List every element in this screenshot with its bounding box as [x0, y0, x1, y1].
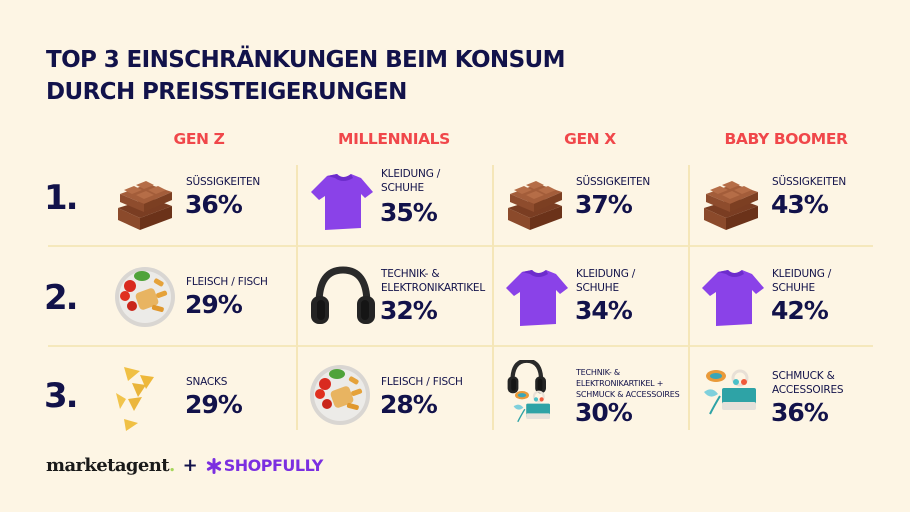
category-label: TECHNIK- & ELEKTRONIKARTIKEL — [381, 268, 486, 294]
cell-millennials-rank-2: TECHNIK- & ELEKTRONIKARTIKEL 32% — [305, 262, 495, 352]
percentage-value: 36% — [185, 190, 243, 219]
tshirt-icon — [506, 270, 568, 326]
nachos-icon — [116, 367, 154, 431]
cell-gen-x-rank-1: SÜßIGKEITEN 37% — [500, 166, 690, 256]
title-line-1: TOP 3 EINSCHRÄNKUNGEN BEIM KONSUM — [46, 47, 566, 73]
percentage-value: 29% — [185, 290, 243, 319]
column-header-millennials: MILLENNIALS — [338, 130, 450, 148]
column-header-gen-x: GEN X — [564, 130, 616, 148]
percentage-value: 28% — [380, 390, 438, 419]
category-label: KLEIDUNG / SCHUHE — [381, 168, 441, 194]
category-label: KLEIDUNG / SCHUHE — [772, 268, 832, 294]
marketagent-text: marketagent — [46, 455, 170, 476]
plus-sign: + — [182, 455, 198, 476]
row-divider-2 — [48, 345, 873, 347]
shopfully-logo: SHOPFULLY — [206, 456, 323, 475]
plate-icon — [115, 267, 175, 327]
cell-gen-z-rank-1: SÜßIGKEITEN 36% — [110, 166, 300, 256]
cell-baby-boomer-rank-1: SÜßIGKEITEN 43% — [696, 166, 886, 256]
rank-1: 1. — [44, 178, 79, 218]
percentage-value: 42% — [771, 296, 829, 325]
category-label: FLEISCH / FISCH — [186, 276, 268, 288]
cell-gen-x-rank-2: KLEIDUNG / SCHUHE 34% — [500, 262, 690, 352]
percentage-value: 30% — [575, 398, 633, 427]
rank-3: 3. — [44, 376, 79, 416]
category-label: KLEIDUNG / SCHUHE — [576, 268, 636, 294]
chocolate-icon — [508, 181, 562, 230]
headphones-icon — [305, 262, 375, 332]
cell-gen-z-rank-3: SNACKS 29% — [110, 360, 300, 450]
tshirt-icon — [311, 174, 373, 230]
rank-2: 2. — [44, 278, 79, 318]
category-label: SÜßIGKEITEN — [772, 176, 847, 188]
percentage-value: 36% — [771, 398, 829, 427]
percentage-value: 32% — [380, 296, 438, 325]
category-label: SCHMUCK & ACCESSOIRES — [772, 370, 844, 396]
title-line-2: DURCH PREISSTEIGERUNGEN — [46, 79, 407, 105]
cell-baby-boomer-rank-2: KLEIDUNG / SCHUHE 42% — [696, 262, 886, 352]
marketagent-dot: . — [168, 455, 175, 476]
column-header-gen-z: GEN Z — [173, 130, 225, 148]
cell-baby-boomer-rank-3: SCHMUCK & ACCESSOIRES 36% — [696, 360, 886, 450]
cell-gen-z-rank-2: FLEISCH / FISCH 29% — [110, 262, 300, 352]
column-divider-1 — [296, 165, 298, 430]
row-divider-1 — [48, 245, 873, 247]
percentage-value: 34% — [575, 296, 633, 325]
accessories-icon — [702, 368, 758, 416]
column-divider-2 — [492, 165, 494, 430]
cell-millennials-rank-1: KLEIDUNG / SCHUHE 35% — [305, 166, 495, 256]
plate-icon — [310, 365, 370, 425]
page-title: TOP 3 EINSCHRÄNKUNGEN BEIM KONSUM DURCH … — [46, 44, 566, 108]
chocolate-icon — [118, 181, 172, 230]
cell-gen-x-rank-3: TECHNIK- & ELEKTRONIKARTIKEL + SCHMUCK &… — [500, 360, 690, 450]
column-divider-3 — [688, 165, 690, 430]
marketagent-logo: marketagent. — [46, 455, 175, 476]
category-label: SÜßIGKEITEN — [576, 176, 651, 188]
asterisk-icon — [206, 457, 221, 474]
category-label: SÜßIGKEITEN — [186, 176, 261, 188]
headphones-accessories-icon — [500, 360, 552, 423]
category-label: FLEISCH / FISCH — [381, 376, 463, 388]
percentage-value: 35% — [380, 198, 438, 227]
category-label: SNACKS — [186, 376, 228, 388]
chocolate-icon — [704, 181, 758, 230]
percentage-value: 43% — [771, 190, 829, 219]
tshirt-icon — [702, 270, 764, 326]
column-header-baby-boomer: BABY BOOMER — [724, 130, 848, 148]
footer-logos: marketagent. + SHOPFULLY — [46, 455, 323, 476]
category-label: TECHNIK- & ELEKTRONIKARTIKEL + SCHMUCK &… — [576, 368, 680, 399]
percentage-value: 37% — [575, 190, 633, 219]
cell-millennials-rank-3: FLEISCH / FISCH 28% — [305, 360, 495, 450]
shopfully-text: SHOPFULLY — [223, 456, 324, 475]
percentage-value: 29% — [185, 390, 243, 419]
